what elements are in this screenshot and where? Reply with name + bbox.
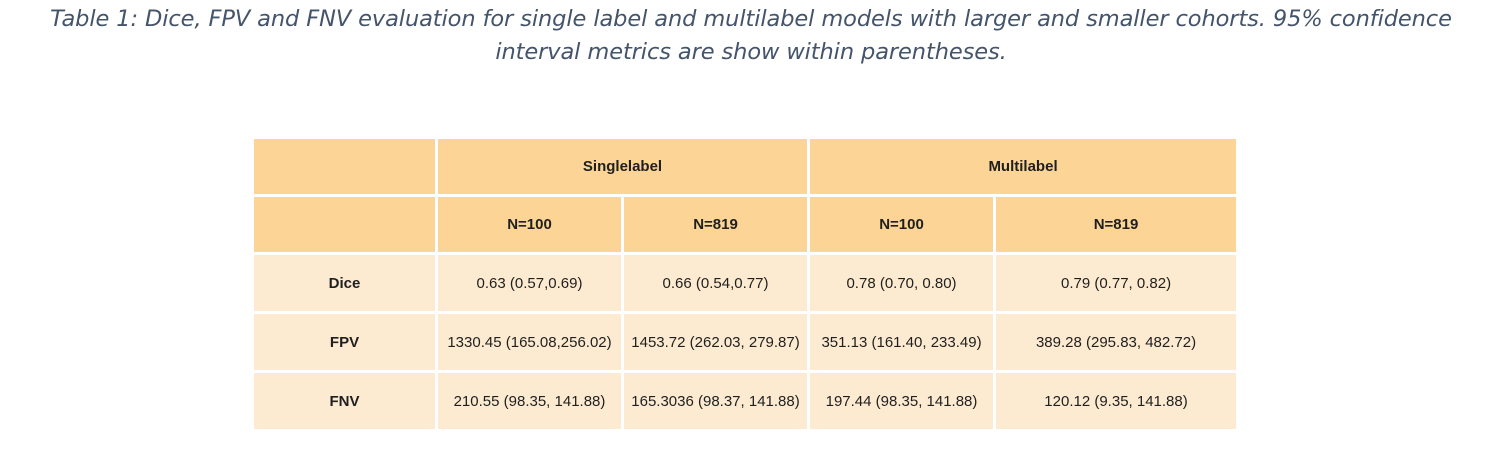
corner-header-cell	[251, 136, 438, 197]
table-cell: 0.79 (0.77, 0.82)	[993, 252, 1240, 314]
cohort-header-multilabel-n819: N=819	[993, 194, 1240, 255]
cohort-header-singlelabel-n819: N=819	[620, 194, 811, 255]
table-row-fnv: FNV 210.55 (98.35, 141.88) 165.3036 (98.…	[251, 370, 1240, 432]
table-row-dice: Dice 0.63 (0.57,0.69) 0.66 (0.54,0.77) 0…	[251, 252, 1240, 314]
table-cell: 0.63 (0.57,0.69)	[435, 252, 624, 314]
results-table: Singlelabel Multilabel N=100 N=819 N=100…	[251, 136, 1240, 432]
table-cell: 1453.72 (262.03, 279.87)	[620, 311, 811, 373]
caption-line-2: interval metrics are show within parenth…	[495, 39, 1007, 65]
table-cell: 389.28 (295.83, 482.72)	[993, 311, 1240, 373]
table-cell: 120.12 (9.35, 141.88)	[993, 370, 1240, 432]
group-header-multilabel: Multilabel	[807, 136, 1240, 197]
table-cell: 165.3036 (98.37, 141.88)	[620, 370, 811, 432]
caption-line-1: Table 1: Dice, FPV and FNV evaluation fo…	[50, 6, 1452, 32]
row-label-fpv: FPV	[251, 311, 438, 373]
row-label-fnv: FNV	[251, 370, 438, 432]
cohort-header-row: N=100 N=819 N=100 N=819	[251, 194, 1240, 255]
table-cell: 210.55 (98.35, 141.88)	[435, 370, 624, 432]
table-cell: 1330.45 (165.08,256.02)	[435, 311, 624, 373]
cohort-header-multilabel-n100: N=100	[807, 194, 997, 255]
table-row-fpv: FPV 1330.45 (165.08,256.02) 1453.72 (262…	[251, 311, 1240, 373]
cohort-header-singlelabel-n100: N=100	[435, 194, 624, 255]
table-cell: 351.13 (161.40, 233.49)	[807, 311, 997, 373]
group-header-singlelabel: Singlelabel	[434, 136, 811, 197]
corner-header-cell	[251, 194, 438, 255]
table-caption: Table 1: Dice, FPV and FNV evaluation fo…	[20, 3, 1482, 69]
row-label-dice: Dice	[251, 252, 438, 314]
table-cell: 0.66 (0.54,0.77)	[620, 252, 811, 314]
results-table-container: Singlelabel Multilabel N=100 N=819 N=100…	[251, 136, 1240, 442]
group-header-row: Singlelabel Multilabel	[251, 136, 1240, 197]
table-cell: 0.78 (0.70, 0.80)	[807, 252, 997, 314]
table-cell: 197.44 (98.35, 141.88)	[807, 370, 997, 432]
